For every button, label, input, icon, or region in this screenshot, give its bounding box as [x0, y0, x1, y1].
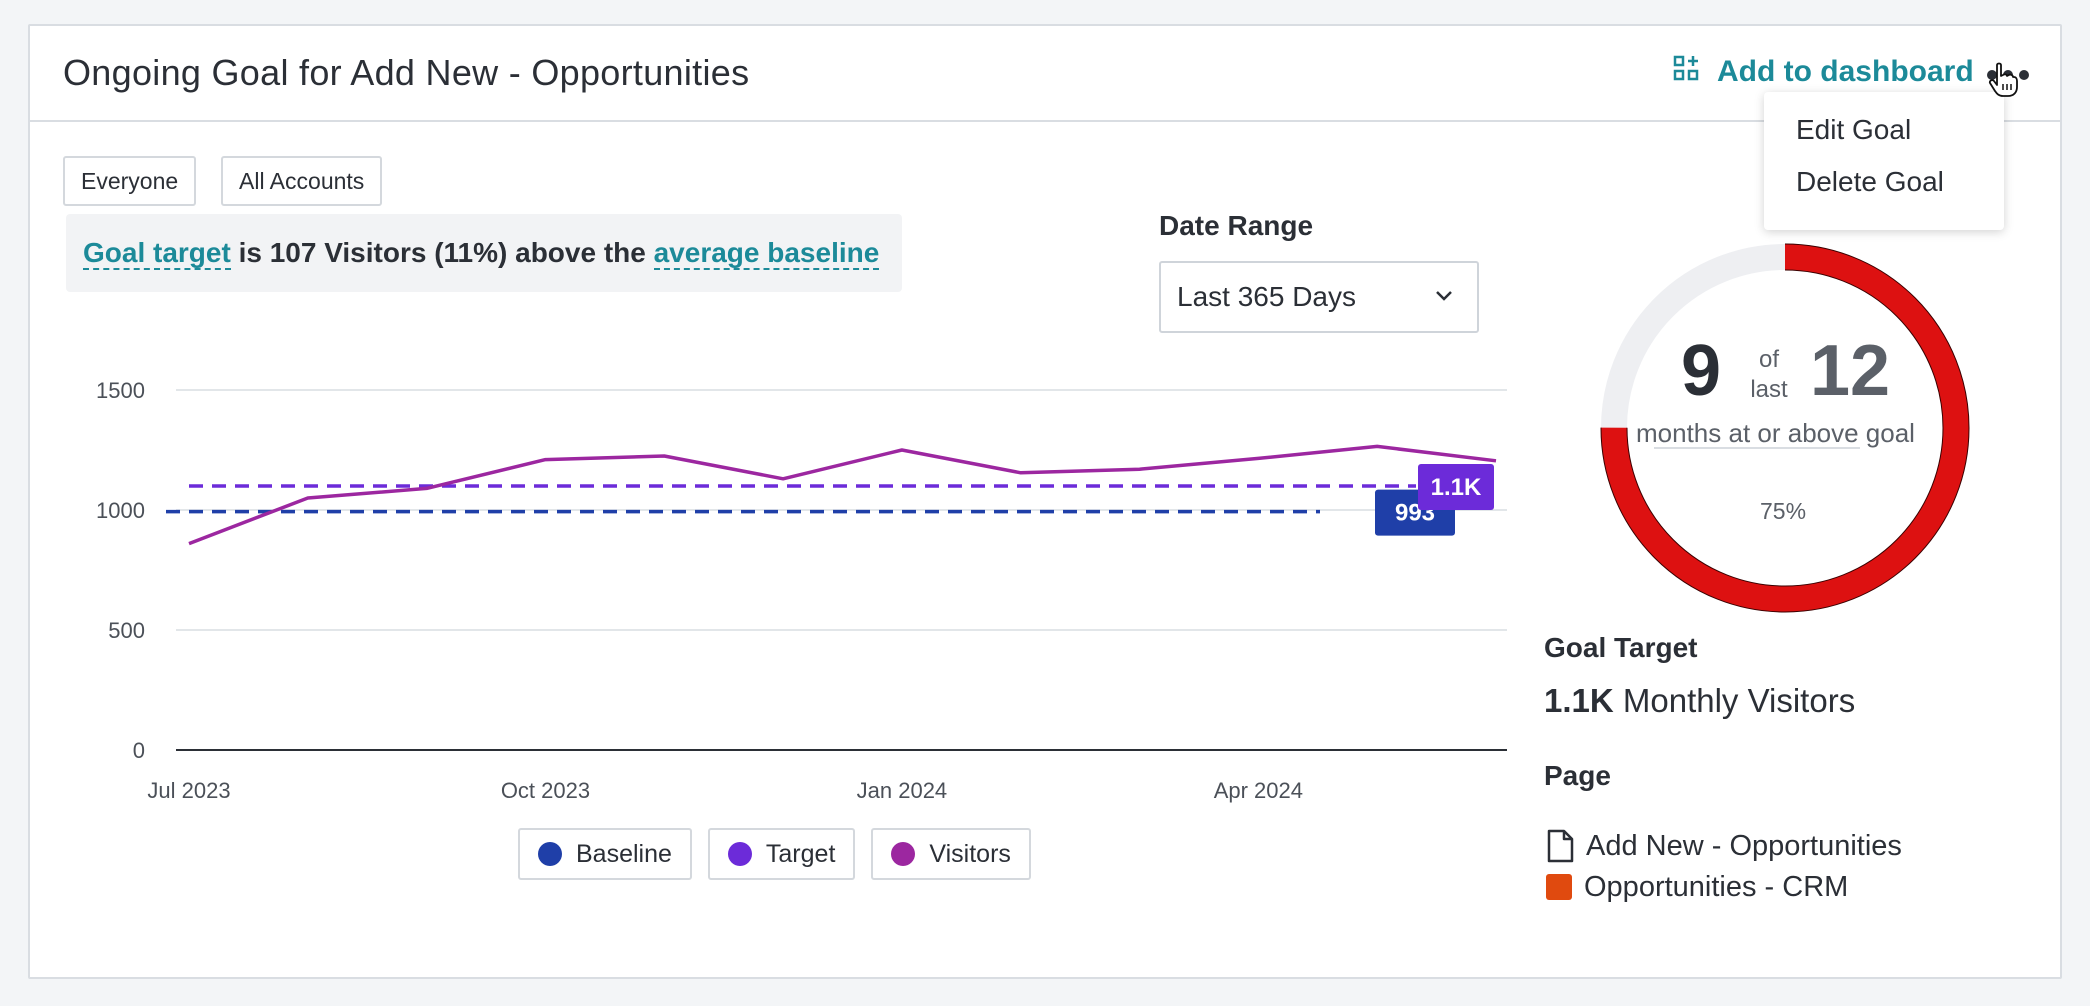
date-range-label: Date Range — [1159, 210, 1314, 241]
ellipsis-icon — [1987, 70, 1997, 80]
donut-progress-arc — [1601, 244, 1969, 612]
options-dropdown-menu: Edit Goal Delete Goal — [1764, 92, 2004, 230]
donut-percent: 75% — [1760, 498, 1807, 524]
goal-target-link[interactable]: Goal target — [83, 237, 231, 270]
of-label: of — [1758, 346, 1779, 373]
legend-dot — [891, 842, 916, 866]
chart-legend: Baseline Target Visitors — [518, 828, 1031, 880]
goal-progress-donut — [1600, 243, 1970, 613]
months-total: 12 — [1810, 331, 1891, 411]
months-achieved: 9 — [1681, 331, 1722, 411]
x-tick-label: Apr 2024 — [1214, 778, 1303, 803]
legend-dot — [727, 842, 752, 866]
donut-caption: months at or above goal — [1636, 418, 1915, 448]
goal-target-value: 1.1K Monthly Visitors — [1544, 682, 1855, 720]
segment-filter-chip[interactable]: Everyone — [63, 156, 197, 206]
app-name-row[interactable]: Opportunities - CRM — [1546, 869, 1848, 905]
donut-divider — [1654, 447, 1860, 449]
y-tick-label: 1500 — [96, 378, 145, 403]
x-tick-label: Jul 2023 — [147, 778, 230, 803]
donut-arc-outline — [1600, 243, 1970, 613]
average-baseline-link[interactable]: average baseline — [653, 237, 880, 270]
visitors-series-line — [188, 444, 1497, 546]
legend-item-target[interactable]: Target — [707, 828, 856, 880]
target-end-label: 1.1K — [1418, 464, 1494, 510]
y-tick-label: 500 — [108, 618, 145, 643]
date-range-select[interactable]: Last 365 Days — [1159, 261, 1479, 333]
card-header: Ongoing Goal for Add New - Opportunities… — [30, 26, 2060, 122]
y-tick-label: 0 — [133, 738, 145, 763]
app-color-swatch — [1546, 874, 1572, 900]
document-icon — [1547, 829, 1574, 863]
y-tick-label: 1000 — [96, 498, 145, 523]
app-name: Opportunities - CRM — [1584, 870, 1849, 903]
accounts-filter-chip[interactable]: All Accounts — [221, 156, 383, 206]
last-label: last — [1750, 376, 1788, 403]
chevron-down-icon — [1436, 291, 1452, 301]
add-to-dashboard-button[interactable]: Add to dashboard — [1673, 52, 1974, 92]
hand-cursor-icon — [1988, 62, 2018, 97]
legend-item-visitors[interactable]: Visitors — [871, 828, 1031, 880]
callout-text: is 107 Visitors (11%) above the — [230, 237, 654, 268]
goal-card: Ongoing Goal for Add New - Opportunities… — [28, 24, 2062, 979]
edit-goal-menu-item[interactable]: Edit Goal — [1796, 114, 1912, 145]
page-name-row[interactable]: Add New - Opportunities — [1546, 828, 1902, 864]
goal-callout: Goal target is 107 Visitors (11%) above … — [66, 214, 902, 292]
goal-target-number: 1.1K — [1544, 682, 1614, 719]
goal-target-unit: Monthly Visitors — [1613, 682, 1856, 719]
x-tick-label: Oct 2023 — [501, 778, 590, 803]
dashboard-add-icon — [1673, 55, 1699, 89]
page-section-label: Page — [1544, 760, 1611, 791]
legend-label: Baseline — [576, 839, 672, 868]
legend-dot — [538, 842, 562, 866]
target-end-label-text: 1.1K — [1431, 474, 1482, 501]
legend-label: Visitors — [929, 839, 1011, 868]
add-to-dashboard-label: Add to dashboard — [1717, 55, 1974, 88]
page-title: Ongoing Goal for Add New - Opportunities — [63, 52, 750, 93]
goal-target-label: Goal Target — [1544, 632, 1698, 663]
goal-line-chart: 0 500 1000 1500 Jul 2023 Oct 2023 Jan 2024 Apr … — [96, 378, 1507, 803]
x-tick-label: Jan 2024 — [857, 778, 948, 803]
legend-label: Target — [765, 839, 836, 868]
legend-item-baseline[interactable]: Baseline — [518, 828, 692, 880]
date-range-value: Last 365 Days — [1177, 281, 1356, 312]
page-name: Add New - Opportunities — [1586, 829, 1902, 862]
delete-goal-menu-item[interactable]: Delete Goal — [1796, 166, 1944, 197]
donut-arc-inner-outline — [1626, 269, 1944, 587]
